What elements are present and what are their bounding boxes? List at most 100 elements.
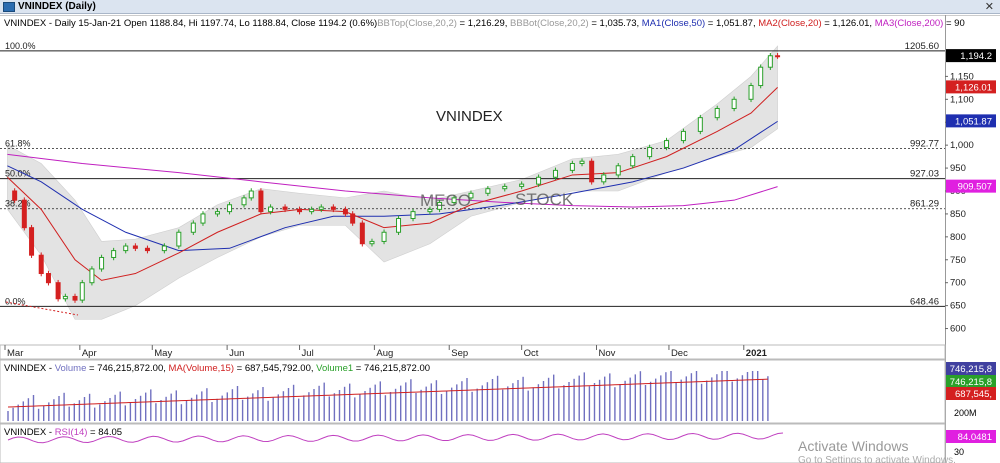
- candle-body: [767, 55, 773, 68]
- candle-body: [468, 192, 474, 199]
- date-tick-label: Apr: [82, 348, 97, 359]
- fib-value-label: 648.46: [910, 296, 939, 307]
- candle-body: [427, 208, 433, 213]
- fib-level-label: 38.2%: [5, 199, 31, 209]
- watermark-text-2: STOCK: [515, 190, 574, 209]
- candle-body: [29, 227, 35, 256]
- candle-body: [502, 185, 508, 190]
- ma3-badge: [946, 179, 996, 193]
- ma2-line: [7, 87, 778, 281]
- date-tick-label: Sep: [451, 348, 468, 359]
- activate-windows-subtitle: Go to Settings to activate Windows.: [798, 455, 956, 463]
- candle-body: [45, 273, 51, 284]
- price-tick-label: 600: [950, 324, 966, 335]
- candle-body: [38, 254, 44, 275]
- volume-badge-3-text: 687,545,: [955, 389, 992, 400]
- rsi-axis-label: 30: [954, 447, 964, 457]
- header-ma2: MA2(Close,20): [758, 18, 821, 29]
- volume-badge-1: [946, 362, 996, 375]
- price-badge-text: 1,194.2: [960, 51, 992, 62]
- candle-body: [697, 117, 703, 132]
- rsi-header: VNINDEX - RSI(14) = 84.05: [4, 427, 122, 438]
- candle-body: [227, 204, 233, 213]
- fib-value-label: 992.77: [910, 138, 939, 149]
- fibonacci-retracement: 100.0% 1205.60 61.8% 992.77 50.0% 927.03 38.2%…: [0, 41, 945, 307]
- date-tick-label: Mar: [7, 348, 23, 359]
- chart-window-titlebar[interactable]: VNINDEX (Daily) ✕: [0, 0, 1000, 14]
- price-tick-label: 950: [950, 163, 966, 174]
- candle-body: [601, 174, 607, 183]
- candle-body: [79, 282, 85, 301]
- candle-body: [190, 222, 196, 233]
- candle-body: [132, 245, 138, 249]
- header-symbol: VNINDEX - Daily 15-Jan-21 Open 1188.84, …: [4, 18, 377, 29]
- candle-body: [647, 146, 653, 158]
- bollinger-band: [7, 45, 778, 320]
- date-axis: [0, 344, 946, 360]
- candle-body: [615, 165, 621, 176]
- candle-body: [297, 208, 303, 213]
- candle-body: [214, 211, 220, 215]
- volume-ma-line: [7, 378, 768, 408]
- ma1-line: [7, 120, 778, 252]
- candle-body: [714, 107, 720, 119]
- candle-body: [248, 190, 254, 199]
- candle-body: [369, 240, 375, 245]
- candle-body: [330, 206, 336, 210]
- volume-bars: [7, 371, 769, 421]
- candle-body: [342, 208, 348, 215]
- ma2-badge-text: 1,126.01: [955, 82, 992, 93]
- price-tick-label: 800: [950, 232, 966, 243]
- candle-body: [55, 282, 61, 300]
- candle-body: [89, 268, 95, 284]
- close-icon[interactable]: ✕: [984, 1, 994, 13]
- ma3-badge-text: 909.507: [958, 182, 992, 193]
- chart-window-title: VNINDEX (Daily): [18, 1, 96, 12]
- fib-level-label: 100.0%: [5, 41, 36, 51]
- candle-body: [748, 85, 754, 100]
- date-tick-label: Oct: [524, 348, 539, 359]
- price-tick-label: 850: [950, 209, 966, 220]
- volume-header-ma-value: = 687,545,792.00,: [234, 363, 316, 374]
- chart-header: VNINDEX - Daily 15-Jan-21 Open 1188.84, …: [4, 18, 965, 29]
- trendline: [5, 301, 79, 316]
- watermark-text-1: MECO: [420, 191, 471, 210]
- date-tick-label: Jul: [302, 348, 314, 359]
- header-bbtop-value: = 1,216.29,: [457, 18, 510, 29]
- rsi-badge-text: 84.0481: [958, 432, 992, 443]
- candle-body: [161, 245, 167, 252]
- rsi-series: [7, 432, 784, 444]
- candle-body: [21, 199, 27, 229]
- rsi-header-rsi: RSI(14): [55, 427, 88, 438]
- volume-axis-label: 200M: [954, 408, 977, 418]
- volume-header: VNINDEX - Volume = 746,215,872.00, MA(Vo…: [4, 363, 430, 374]
- candle-body: [309, 208, 315, 213]
- candle-body: [758, 66, 764, 87]
- date-tick-label: May: [154, 348, 172, 359]
- candle-body: [12, 190, 18, 201]
- date-tick-label: Jun: [229, 348, 244, 359]
- candle-body: [396, 218, 402, 233]
- header-ma2-value: = 1,126.01,: [822, 18, 875, 29]
- header-bbbot: BBBot(Close,20,2): [510, 18, 589, 29]
- price-tick-label: 1,000: [950, 140, 974, 151]
- candle-body: [72, 295, 78, 301]
- price-tick-label: 1,100: [950, 94, 974, 105]
- candle-body: [664, 140, 670, 148]
- rsi-badge: [946, 430, 996, 443]
- candle-body: [176, 231, 182, 247]
- candle-body: [62, 295, 68, 300]
- volume-header-vol: Volume: [55, 363, 87, 374]
- fib-value-label: 1205.60: [905, 41, 939, 52]
- date-tick-label: Dec: [671, 348, 688, 359]
- candle-body: [99, 256, 105, 270]
- volume-header-vol1-value: = 746,215,872.00: [353, 363, 430, 374]
- candle-body: [569, 162, 575, 171]
- candle-body: [268, 206, 274, 213]
- chart-window-icon: [3, 2, 15, 12]
- candle-body: [111, 250, 117, 258]
- price-tick-label: 700: [950, 278, 966, 289]
- candle-body: [552, 169, 558, 178]
- candle-body: [282, 206, 288, 210]
